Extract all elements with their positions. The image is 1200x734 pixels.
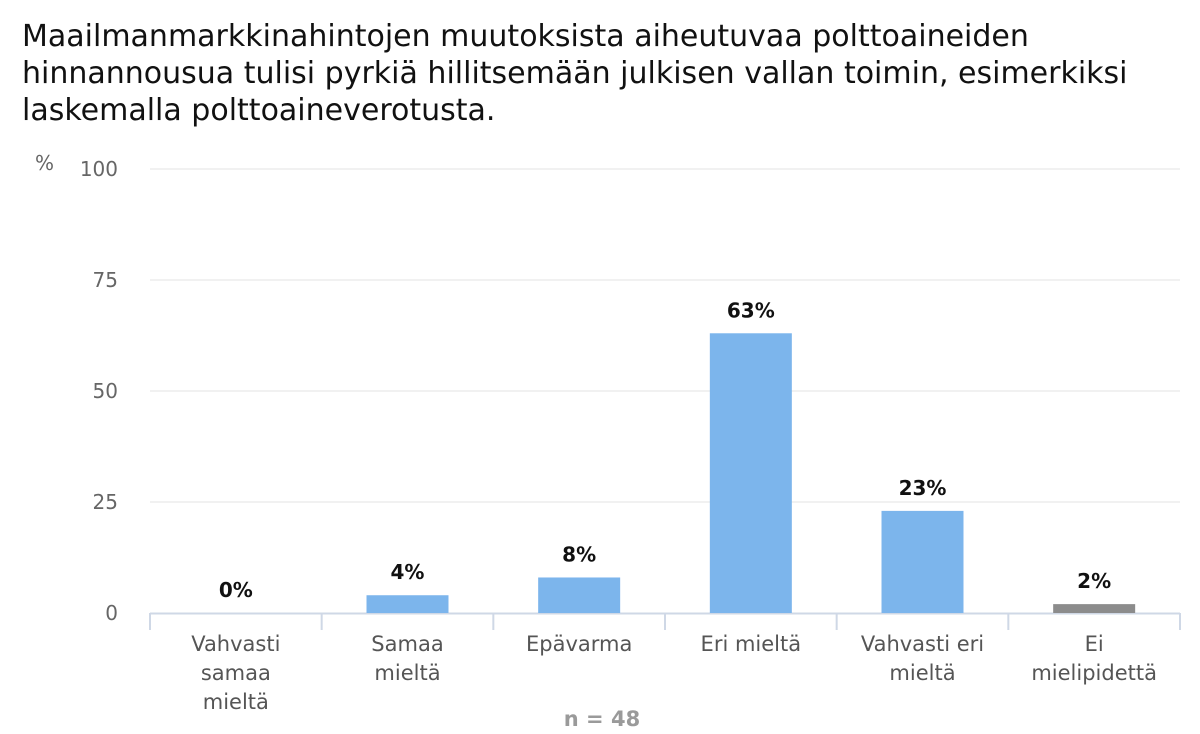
x-category-label: Vahvasti eri mieltä — [861, 632, 984, 685]
x-category-label-line: mielipidettä — [1031, 661, 1157, 685]
x-category-label: Vahvasti samaa mieltä — [191, 632, 280, 714]
data-label: 8% — [562, 542, 596, 566]
bar-1 — [366, 595, 449, 613]
x-category-label-line: mieltä — [203, 690, 269, 714]
data-label: 2% — [1077, 569, 1111, 593]
y-tick-label: 0 — [105, 601, 118, 625]
x-category-label: Eri mieltä — [701, 632, 802, 656]
bar-3 — [709, 333, 792, 613]
y-tick-label: 75 — [93, 268, 118, 292]
grid-lines — [150, 168, 1180, 503]
labels: 0 25 50 75 100 0% Vahvasti samaa mieltä 4% Samaa mi… — [80, 157, 1157, 714]
x-category-label-line: Vahvasti eri — [861, 632, 984, 656]
chart-title: Maailmanmarkkinahintojen muutoksista aih… — [22, 19, 1128, 128]
y-tick-label: 50 — [93, 379, 118, 403]
data-label: 0% — [219, 578, 253, 602]
bar-2 — [538, 577, 621, 613]
data-label: 63% — [727, 298, 775, 322]
y-axis-unit: % — [35, 151, 54, 175]
x-category-label-line: mieltä — [374, 661, 440, 685]
bar-4 — [881, 510, 964, 613]
sample-size-label: n = 48 — [564, 707, 640, 731]
x-category-label-line: Eri mieltä — [701, 632, 802, 656]
x-axis — [149, 612, 1181, 630]
data-label: 23% — [899, 476, 947, 500]
y-tick-label: 100 — [80, 157, 118, 181]
y-tick-label: 25 — [93, 490, 118, 514]
x-category-label-line: Epävarma — [526, 632, 632, 656]
x-category-label-line: Samaa — [371, 632, 443, 656]
data-label: 4% — [391, 560, 425, 584]
x-category-label-line: Ei — [1085, 632, 1104, 656]
bar-5 — [1053, 604, 1136, 613]
x-category-label-line: samaa — [201, 661, 271, 685]
x-category-label-line: Vahvasti — [191, 632, 280, 656]
x-category-label: Samaa mieltä — [371, 632, 443, 685]
x-category-label: Epävarma — [526, 632, 632, 656]
x-category-label-line: mieltä — [889, 661, 955, 685]
bars — [366, 333, 1136, 613]
x-category-label: Ei mielipidettä — [1031, 632, 1157, 685]
